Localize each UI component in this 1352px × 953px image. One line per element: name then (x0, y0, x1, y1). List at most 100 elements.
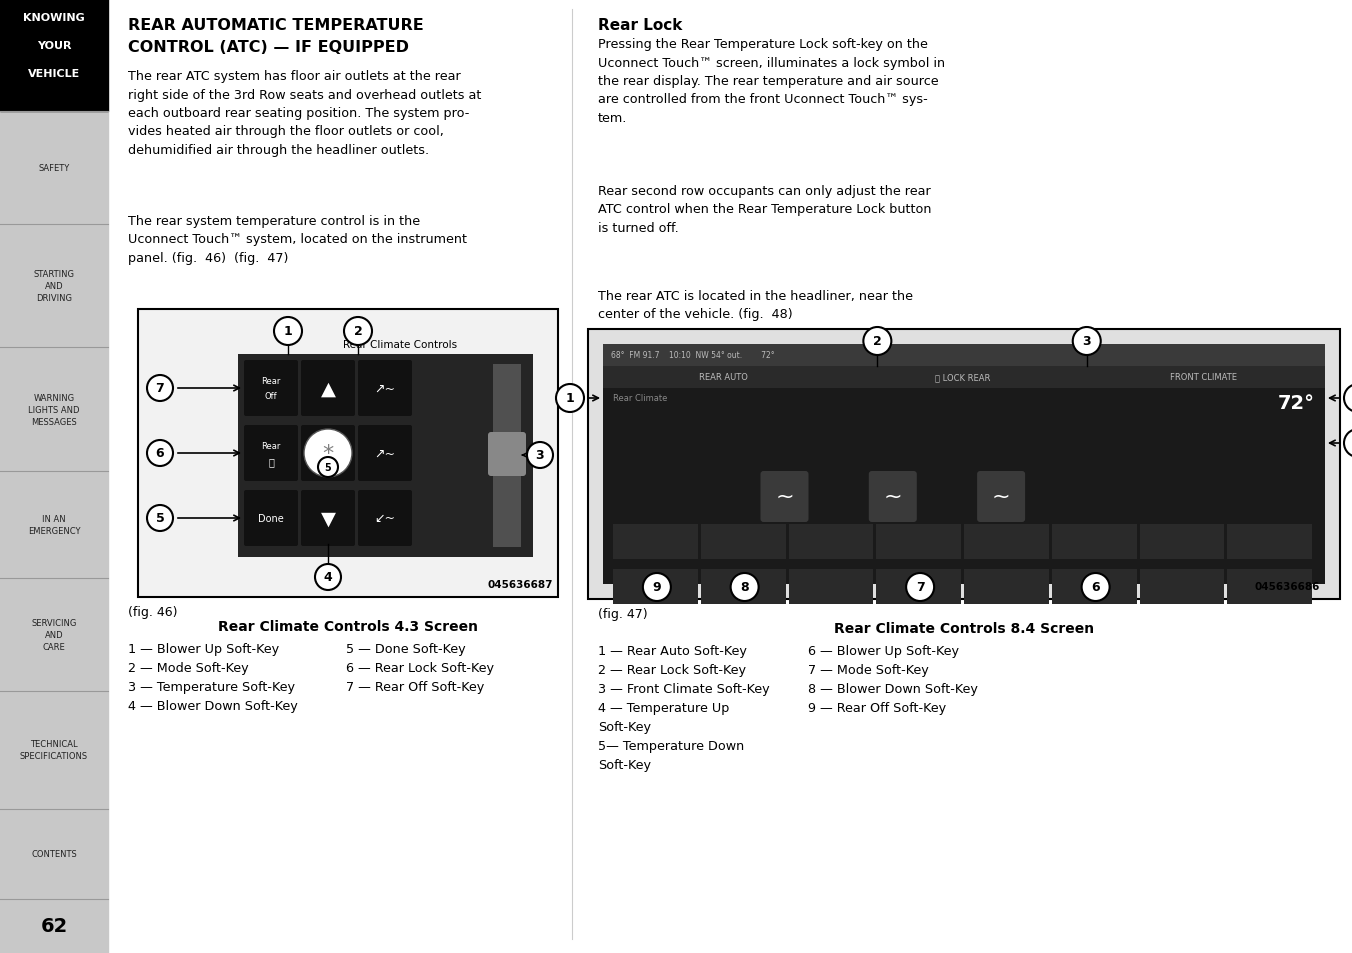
Text: Off: Off (265, 392, 277, 401)
Bar (964, 524, 1049, 559)
Circle shape (906, 574, 934, 601)
Text: 6 — Rear Lock Soft-Key: 6 — Rear Lock Soft-Key (346, 661, 493, 675)
Text: Rear Lock: Rear Lock (598, 18, 683, 33)
FancyBboxPatch shape (869, 472, 917, 522)
Bar (700, 524, 786, 559)
Circle shape (730, 574, 758, 601)
Text: *: * (322, 443, 334, 463)
Text: The rear ATC is located in the headliner, near the
center of the vehicle. (fig. : The rear ATC is located in the headliner… (598, 290, 913, 321)
Bar (876, 569, 961, 604)
Bar (603, 345, 1325, 584)
Text: 5 — Done Soft-Key: 5 — Done Soft-Key (346, 642, 465, 656)
Bar (238, 355, 533, 558)
Text: 4 — Temperature Up: 4 — Temperature Up (598, 701, 729, 714)
Text: 6 — Blower Up Soft-Key: 6 — Blower Up Soft-Key (808, 644, 959, 658)
Text: 1: 1 (565, 392, 575, 405)
Text: 4: 4 (323, 571, 333, 584)
FancyBboxPatch shape (301, 360, 356, 416)
Circle shape (318, 457, 338, 477)
Text: Rear: Rear (261, 441, 281, 450)
Circle shape (1344, 385, 1352, 413)
Circle shape (527, 442, 553, 469)
Text: 1 — Blower Up Soft-Key: 1 — Blower Up Soft-Key (128, 642, 279, 656)
Text: 7: 7 (155, 382, 165, 395)
FancyBboxPatch shape (760, 472, 808, 522)
Text: Done: Done (258, 514, 284, 523)
Text: 3 — Temperature Soft-Key: 3 — Temperature Soft-Key (128, 680, 295, 693)
Bar (1140, 524, 1225, 559)
Circle shape (274, 317, 301, 346)
Text: IN AN
EMERGENCY: IN AN EMERGENCY (28, 515, 80, 536)
Text: 3: 3 (535, 449, 545, 462)
Circle shape (304, 430, 352, 477)
Text: Rear Climate Controls 8.4 Screen: Rear Climate Controls 8.4 Screen (834, 621, 1094, 636)
Bar (700, 569, 786, 604)
Text: 3 — Front Climate Soft-Key: 3 — Front Climate Soft-Key (598, 682, 769, 696)
Text: Rear Climate: Rear Climate (612, 394, 668, 402)
Bar (1228, 524, 1311, 559)
Bar (588, 330, 1340, 599)
Text: 3: 3 (1083, 335, 1091, 348)
Text: 🔒: 🔒 (268, 456, 274, 466)
FancyBboxPatch shape (243, 426, 297, 481)
Bar (788, 569, 873, 604)
Text: REAR AUTO: REAR AUTO (699, 374, 748, 382)
Bar (788, 524, 873, 559)
Text: ↙~: ↙~ (375, 512, 396, 525)
Bar (964, 569, 1049, 604)
FancyBboxPatch shape (301, 491, 356, 546)
Bar (603, 367, 1325, 389)
FancyBboxPatch shape (358, 360, 412, 416)
Text: 7 — Mode Soft-Key: 7 — Mode Soft-Key (808, 663, 929, 677)
Bar (1228, 569, 1311, 604)
Text: YOUR: YOUR (37, 41, 72, 51)
Circle shape (1072, 328, 1101, 355)
Text: FRONT CLIMATE: FRONT CLIMATE (1169, 374, 1237, 382)
Circle shape (147, 440, 173, 467)
Text: WARNING
LIGHTS AND
MESSAGES: WARNING LIGHTS AND MESSAGES (28, 394, 80, 426)
Text: TECHNICAL
SPECIFICATIONS: TECHNICAL SPECIFICATIONS (20, 740, 88, 760)
Text: 2: 2 (873, 335, 882, 348)
Bar (138, 310, 558, 598)
Text: 2 — Mode Soft-Key: 2 — Mode Soft-Key (128, 661, 249, 675)
Text: 045636687: 045636687 (488, 579, 553, 589)
FancyBboxPatch shape (977, 472, 1025, 522)
Text: ↗~: ↗~ (375, 447, 396, 460)
Text: REAR AUTOMATIC TEMPERATURE: REAR AUTOMATIC TEMPERATURE (128, 18, 423, 33)
Text: 9 — Rear Off Soft-Key: 9 — Rear Off Soft-Key (808, 701, 946, 714)
Text: 1 — Rear Auto Soft-Key: 1 — Rear Auto Soft-Key (598, 644, 746, 658)
Text: 8 — Blower Down Soft-Key: 8 — Blower Down Soft-Key (808, 682, 977, 696)
Text: Soft-Key: Soft-Key (598, 759, 652, 771)
Text: (fig. 46): (fig. 46) (128, 605, 177, 618)
Bar (603, 345, 1325, 367)
Text: 8: 8 (741, 581, 749, 594)
Text: ~: ~ (775, 486, 794, 506)
Circle shape (1344, 430, 1352, 457)
Bar (493, 365, 521, 547)
Bar (1052, 524, 1137, 559)
Text: Rear Climate Controls: Rear Climate Controls (343, 339, 457, 350)
Circle shape (864, 328, 891, 355)
FancyBboxPatch shape (488, 433, 526, 476)
Circle shape (147, 375, 173, 401)
Text: ↗~: ↗~ (375, 382, 396, 395)
Text: 62: 62 (41, 917, 68, 936)
Text: KNOWING: KNOWING (23, 13, 85, 23)
Text: Rear: Rear (261, 376, 281, 385)
Text: ~: ~ (883, 486, 902, 506)
Text: 6: 6 (1091, 581, 1101, 594)
Text: 1: 1 (284, 325, 292, 338)
Text: STARTING
AND
DRIVING: STARTING AND DRIVING (34, 270, 74, 302)
Text: Soft-Key: Soft-Key (598, 720, 652, 733)
Text: 9: 9 (653, 581, 661, 594)
FancyBboxPatch shape (243, 360, 297, 416)
Text: VEHICLE: VEHICLE (28, 69, 80, 79)
Text: ▼: ▼ (320, 509, 335, 528)
Circle shape (343, 317, 372, 346)
Bar (612, 569, 698, 604)
Text: 7 — Rear Off Soft-Key: 7 — Rear Off Soft-Key (346, 680, 484, 693)
Text: The rear system temperature control is in the
Uconnect Touch™ system, located on: The rear system temperature control is i… (128, 214, 466, 265)
FancyBboxPatch shape (358, 426, 412, 481)
Text: 4 — Blower Down Soft-Key: 4 — Blower Down Soft-Key (128, 700, 297, 712)
Text: 7: 7 (915, 581, 925, 594)
